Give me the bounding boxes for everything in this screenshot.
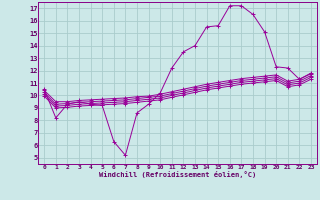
X-axis label: Windchill (Refroidissement éolien,°C): Windchill (Refroidissement éolien,°C) bbox=[99, 171, 256, 178]
